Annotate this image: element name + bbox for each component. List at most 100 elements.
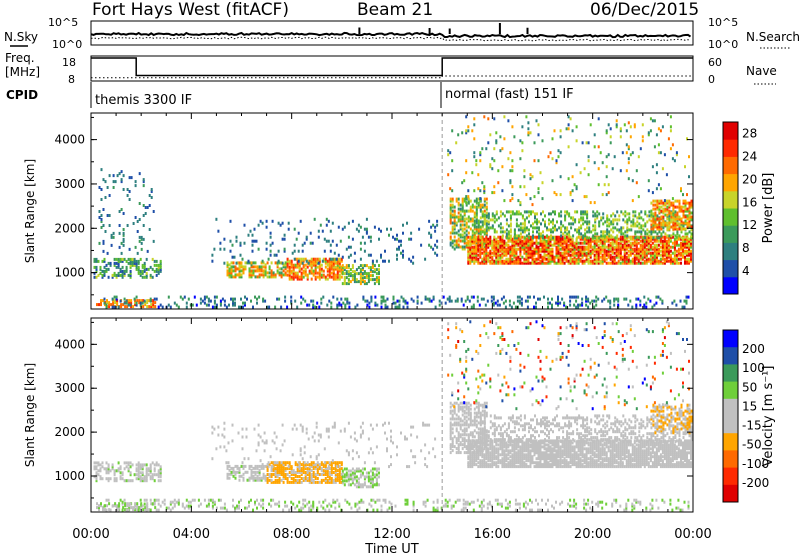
- range-cell: [571, 247, 574, 251]
- range-cell: [262, 474, 265, 478]
- range-cell: [577, 247, 580, 251]
- range-cell: [624, 210, 627, 214]
- range-cell: [654, 225, 657, 229]
- range-cell: [491, 239, 494, 243]
- range-cell: [605, 295, 608, 299]
- range-cell: [565, 257, 568, 261]
- range-cell: [542, 230, 544, 234]
- range-cell: [300, 471, 303, 474]
- range-cell: [329, 249, 332, 253]
- range-cell: [535, 241, 538, 245]
- range-cell: [686, 221, 689, 225]
- range-cell: [312, 305, 315, 309]
- range-cell: [672, 201, 675, 205]
- range-cell: [127, 467, 130, 471]
- range-cell: [656, 223, 659, 227]
- range-cell: [308, 467, 311, 471]
- range-cell: [526, 305, 529, 309]
- range-cell: [469, 237, 472, 241]
- range-cell: [521, 149, 524, 153]
- range-cell: [481, 223, 484, 227]
- range-cell: [317, 261, 320, 265]
- range-cell: [107, 479, 110, 483]
- range-cell: [485, 213, 488, 217]
- range-cell: [563, 261, 566, 265]
- range-cell: [503, 241, 506, 245]
- range-cell: [682, 201, 685, 205]
- range-cell: [301, 243, 304, 247]
- range-cell: [532, 210, 534, 214]
- range-cell: [676, 205, 679, 209]
- range-cell: [459, 401, 462, 405]
- range-cell: [619, 251, 622, 255]
- range-cell: [459, 233, 462, 237]
- range-cell: [459, 227, 462, 231]
- range-cell: [555, 235, 558, 239]
- range-cell: [560, 222, 563, 226]
- range-cell: [595, 239, 598, 243]
- range-cell: [346, 299, 349, 303]
- range-cell: [642, 228, 645, 232]
- range-cell: [583, 253, 586, 257]
- range-cell: [324, 480, 327, 484]
- range-cell: [139, 273, 142, 277]
- range-cell: [332, 478, 335, 482]
- range-cell: [357, 280, 360, 284]
- range-cell: [549, 237, 552, 241]
- range-cell: [333, 423, 336, 427]
- range-cell: [641, 123, 644, 127]
- range-cell: [330, 465, 333, 469]
- range-cell: [635, 305, 638, 309]
- range-cell: [638, 214, 641, 218]
- range-cell: [626, 212, 629, 216]
- range-cell: [354, 305, 357, 309]
- range-cell: [449, 427, 452, 431]
- range-cell: [95, 265, 98, 269]
- range-cell: [509, 181, 512, 185]
- range-cell: [305, 237, 308, 241]
- range-cell: [531, 175, 534, 179]
- range-cell: [489, 163, 492, 167]
- range-cell: [577, 305, 580, 309]
- range-cell: [341, 264, 344, 268]
- range-cell: [457, 245, 460, 249]
- range-cell: [349, 280, 352, 284]
- range-cell: [290, 275, 293, 279]
- range-cell: [517, 243, 520, 247]
- range-cell: [507, 210, 510, 214]
- range-cell: [244, 267, 247, 271]
- range-cell: [641, 243, 644, 247]
- range-cell: [583, 259, 586, 263]
- range-cell: [605, 165, 608, 169]
- range-cell: [473, 225, 476, 229]
- range-cell: [633, 239, 636, 243]
- range-cell: [265, 219, 268, 223]
- range-cell: [579, 253, 582, 257]
- range-cell: [682, 255, 684, 259]
- range-cell: [623, 253, 626, 257]
- range-cell: [684, 232, 687, 236]
- range-cell: [523, 236, 526, 240]
- range-cell: [507, 247, 510, 251]
- range-cell: [347, 280, 350, 284]
- range-cell: [145, 257, 148, 261]
- range-cell: [338, 465, 341, 469]
- range-cell: [238, 265, 241, 269]
- range-cell: [481, 243, 484, 247]
- range-cell: [301, 427, 304, 431]
- range-cell: [232, 299, 234, 303]
- range-cell: [320, 273, 323, 277]
- range-cell: [523, 185, 526, 189]
- range-cell: [167, 295, 170, 299]
- range-cell: [499, 257, 502, 261]
- range-cell: [138, 202, 141, 205]
- range-cell: [655, 257, 658, 261]
- range-cell: [294, 299, 297, 303]
- range-cell: [332, 267, 335, 271]
- range-cell: [353, 469, 356, 473]
- range-cell: [232, 265, 235, 269]
- range-cell: [527, 255, 530, 259]
- range-cell: [527, 127, 530, 131]
- range-cell: [373, 264, 376, 268]
- range-cell: [611, 237, 614, 241]
